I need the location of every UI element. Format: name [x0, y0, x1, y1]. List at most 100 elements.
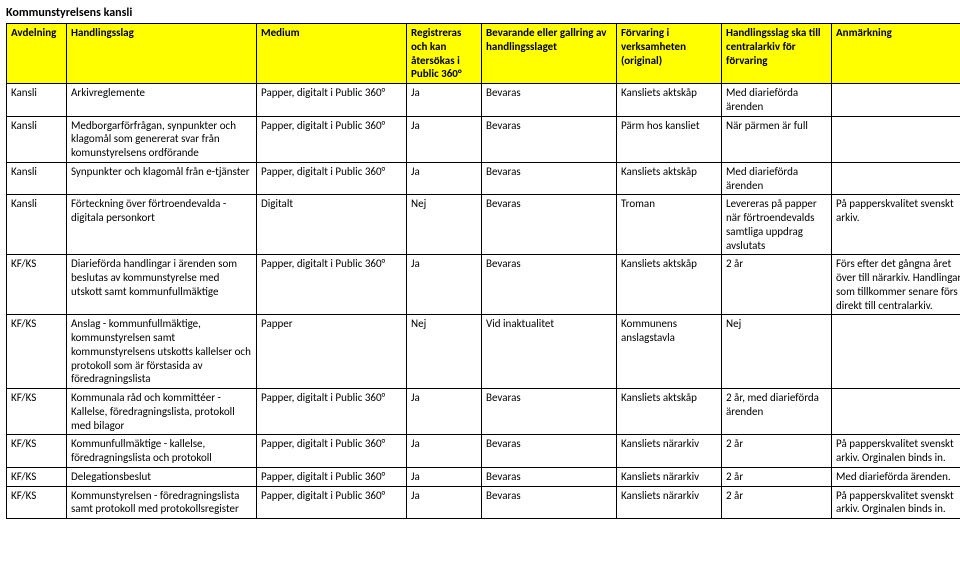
cell: Pärm hos kansliet [617, 116, 722, 162]
cell: Levereras på papper när förtroendevalds … [722, 195, 832, 255]
cell: Ja [407, 435, 482, 468]
cell: Anslag - kommunfullmäktige, kommunstyrel… [67, 315, 257, 389]
col-registreras: Registreras och kan återsökas i Public 3… [407, 24, 482, 84]
cell: 2 år [722, 435, 832, 468]
cell: Kansliets aktskåp [617, 84, 722, 117]
table-row: KansliArkivreglementePapper, digitalt i … [7, 84, 960, 117]
cell: Papper, digitalt i Public 360° [257, 116, 407, 162]
cell: Diarieförda handlingar i ärenden som bes… [67, 255, 257, 315]
table-row: KF/KSKommunala råd och kommittéer - Kall… [7, 389, 960, 435]
cell: Papper, digitalt i Public 360° [257, 435, 407, 468]
cell: Arkivreglemente [67, 84, 257, 117]
table-row: KF/KSDiarieförda handlingar i ärenden so… [7, 255, 960, 315]
cell: Ja [407, 116, 482, 162]
cell: KF/KS [7, 255, 67, 315]
cell: Kansli [7, 84, 67, 117]
cell: Kommunstyrelsen - föredragningslista sam… [67, 486, 257, 519]
cell: Bevaras [482, 255, 617, 315]
cell: Ja [407, 486, 482, 519]
cell: Ja [407, 467, 482, 486]
cell: Kommunala råd och kommittéer - Kallelse,… [67, 389, 257, 435]
cell: Bevaras [482, 84, 617, 117]
col-bevarande: Bevarande eller gallring av handlingssla… [482, 24, 617, 84]
archive-table: Avdelning Handlingsslag Medium Registrer… [6, 23, 960, 519]
cell: Digitalt [257, 195, 407, 255]
cell: Kansliets aktskåp [617, 389, 722, 435]
cell: Ja [407, 84, 482, 117]
cell: Papper, digitalt i Public 360° [257, 486, 407, 519]
cell [832, 315, 960, 389]
table-row: KF/KSKommunfullmäktige - kallelse, föred… [7, 435, 960, 468]
cell: På papperskvalitet svenskt arkiv. [832, 195, 960, 255]
table-row: KansliFörteckning över förtroendevalda -… [7, 195, 960, 255]
cell: KF/KS [7, 315, 67, 389]
cell: Papper, digitalt i Public 360° [257, 389, 407, 435]
cell: Papper [257, 315, 407, 389]
table-row: KansliMedborgarförfrågan, synpunkter och… [7, 116, 960, 162]
cell: Kansliets närarkiv [617, 467, 722, 486]
cell: Bevaras [482, 435, 617, 468]
col-medium: Medium [257, 24, 407, 84]
cell: På papperskvalitet svenskt arkiv. Orgina… [832, 486, 960, 519]
table-row: KF/KSDelegationsbeslutPapper, digitalt i… [7, 467, 960, 486]
cell: Nej [407, 315, 482, 389]
cell [832, 389, 960, 435]
cell: Kansliets närarkiv [617, 486, 722, 519]
cell: Kansliets aktskåp [617, 162, 722, 195]
cell: Med diarieförda ärenden [722, 84, 832, 117]
cell: Papper, digitalt i Public 360° [257, 467, 407, 486]
cell: Ja [407, 162, 482, 195]
cell: När pärmen är full [722, 116, 832, 162]
cell: Kansliets aktskåp [617, 255, 722, 315]
cell: Papper, digitalt i Public 360° [257, 84, 407, 117]
cell: Vid inaktualitet [482, 315, 617, 389]
cell: Bevaras [482, 467, 617, 486]
cell: Förs efter det gångna året över till när… [832, 255, 960, 315]
col-handlingsslag: Handlingsslag [67, 24, 257, 84]
cell [832, 116, 960, 162]
table-row: KF/KSKommunstyrelsen - föredragningslist… [7, 486, 960, 519]
cell: Synpunkter och klagomål från e-tjänster [67, 162, 257, 195]
page-title: Kommunstyrelsens kansli [6, 6, 960, 20]
cell: 2 år, med diarieförda ärenden [722, 389, 832, 435]
cell: Papper, digitalt i Public 360° [257, 162, 407, 195]
cell: KF/KS [7, 486, 67, 519]
cell: Bevaras [482, 389, 617, 435]
cell: Medborgarförfrågan, synpunkter och klago… [67, 116, 257, 162]
cell: 2 år [722, 467, 832, 486]
cell: Kommunfullmäktige - kallelse, föredragni… [67, 435, 257, 468]
cell: Nej [722, 315, 832, 389]
col-centralarkiv: Handlingsslag ska till centralarkiv för … [722, 24, 832, 84]
table-row: KF/KSAnslag - kommunfullmäktige, kommuns… [7, 315, 960, 389]
cell: 2 år [722, 486, 832, 519]
table-row: KansliSynpunkter och klagomål från e-tjä… [7, 162, 960, 195]
cell: Kansli [7, 116, 67, 162]
table-header-row: Avdelning Handlingsslag Medium Registrer… [7, 24, 960, 84]
cell [832, 162, 960, 195]
cell: Troman [617, 195, 722, 255]
cell: Förteckning över förtroendevalda - digit… [67, 195, 257, 255]
cell: KF/KS [7, 435, 67, 468]
cell: Bevaras [482, 195, 617, 255]
cell: Bevaras [482, 486, 617, 519]
cell: Bevaras [482, 162, 617, 195]
cell: Bevaras [482, 116, 617, 162]
cell: KF/KS [7, 389, 67, 435]
cell: Kansliets närarkiv [617, 435, 722, 468]
cell: Nej [407, 195, 482, 255]
cell: På papperskvalitet svenskt arkiv. Orgina… [832, 435, 960, 468]
cell [832, 84, 960, 117]
col-anmarkning: Anmärkning [832, 24, 960, 84]
cell: Med diarieförda ärenden. [832, 467, 960, 486]
cell: KF/KS [7, 467, 67, 486]
cell: Kansli [7, 162, 67, 195]
cell: Papper, digitalt i Public 360° [257, 255, 407, 315]
cell: 2 år [722, 255, 832, 315]
cell: Kansli [7, 195, 67, 255]
cell: Ja [407, 389, 482, 435]
cell: Delegationsbeslut [67, 467, 257, 486]
cell: Med diarieförda ärenden [722, 162, 832, 195]
col-forvaring: Förvaring i verksamheten (original) [617, 24, 722, 84]
cell: Ja [407, 255, 482, 315]
col-avdelning: Avdelning [7, 24, 67, 84]
